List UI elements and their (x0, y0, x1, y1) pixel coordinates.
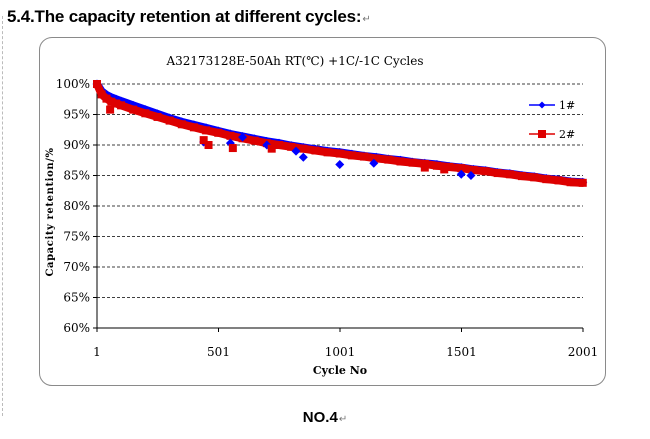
y-tick-label: 60% (63, 321, 90, 335)
series-2-point (481, 167, 490, 176)
y-tick-label: 80% (63, 199, 90, 213)
series-2-point (102, 94, 111, 103)
series-2-point (112, 99, 121, 108)
series-2-point (408, 158, 417, 167)
outlier-point (291, 146, 301, 156)
x-tick-label: 1 (93, 345, 101, 359)
section-heading: 5.4.The capacity retention at different … (7, 7, 371, 27)
margin-guide-line (2, 16, 3, 416)
series-2-point (93, 80, 101, 88)
y-tick-label: 90% (63, 138, 90, 152)
outlier-point (238, 132, 248, 142)
outlier-point (199, 136, 208, 145)
series-2-point (530, 173, 539, 182)
series-2-point (275, 141, 284, 149)
y-tick-label: 85% (63, 169, 90, 183)
outlier-point (440, 165, 449, 174)
series-2-point (335, 149, 344, 158)
legend-marker (538, 130, 546, 138)
y-tick-label: 70% (63, 260, 90, 274)
series-2-point (214, 128, 223, 137)
series-2-point (311, 146, 320, 155)
series-2-point (107, 97, 116, 106)
legend-label: 1# (559, 99, 575, 112)
series-2-point (287, 142, 296, 151)
series-2-point (165, 116, 174, 125)
series-2-point (469, 166, 478, 175)
outlier-point (420, 163, 429, 172)
series-2-point (117, 101, 126, 110)
y-tick-label: 95% (63, 108, 90, 122)
y-tick-label: 75% (63, 230, 90, 244)
outlier-point (106, 105, 115, 114)
series-2-point (372, 154, 381, 163)
outlier-point (466, 171, 476, 180)
x-tick-label: 1501 (446, 345, 477, 359)
series-2-point (141, 109, 150, 118)
outlier-point (335, 160, 345, 170)
series-2-point (384, 155, 393, 164)
figure-number: NO.4↵ (0, 409, 650, 426)
series-2-point (432, 161, 441, 170)
series-2-point (226, 131, 235, 140)
series-2-point (396, 157, 405, 166)
series-2-point (360, 152, 369, 161)
outlier-point (369, 158, 379, 168)
y-tick-label: 100% (56, 77, 90, 91)
series-2-point (129, 105, 138, 114)
figure-number-text: NO.4 (302, 409, 338, 426)
series-2-point (445, 162, 454, 171)
x-tick-label: 1001 (325, 345, 356, 359)
x-axis-label: Cycle No (313, 364, 367, 377)
section-heading-text: 5.4.The capacity retention at different … (7, 7, 362, 26)
legend-label: 2# (559, 128, 575, 141)
series-2-point (202, 126, 211, 135)
series-2-point (250, 136, 259, 145)
series-2-point (153, 112, 162, 121)
outlier-point (298, 152, 308, 162)
chart-title: A32173128E-50Ah RT(℃) +1C/-1C Cycles (165, 54, 423, 68)
series-2-point (347, 151, 356, 160)
series-2-point (554, 176, 563, 185)
series-2-point (97, 90, 106, 99)
series-2-point (189, 123, 198, 132)
y-axis-label: Capacity retention/% (45, 147, 56, 276)
outlier-point (228, 144, 237, 153)
series-2-point (542, 175, 551, 184)
legend-marker (538, 101, 546, 109)
series-2-point (299, 144, 308, 153)
series-2-point (518, 172, 527, 181)
series-2-point (505, 170, 514, 179)
series-2-point (177, 120, 186, 129)
outlier-point (267, 144, 276, 153)
outlier-point (204, 141, 213, 149)
outlier-point (456, 169, 466, 179)
paragraph-mark-icon: ↵ (362, 14, 371, 25)
x-tick-label: 501 (207, 345, 230, 359)
series-2-point (493, 169, 502, 178)
series-2-point (566, 178, 575, 187)
y-tick-label: 65% (63, 291, 90, 305)
x-tick-label: 2001 (568, 345, 599, 359)
series-2-point (457, 164, 466, 173)
paragraph-mark-icon: ↵ (338, 414, 348, 425)
series-2-point (578, 178, 587, 187)
series-2-point (323, 148, 332, 157)
